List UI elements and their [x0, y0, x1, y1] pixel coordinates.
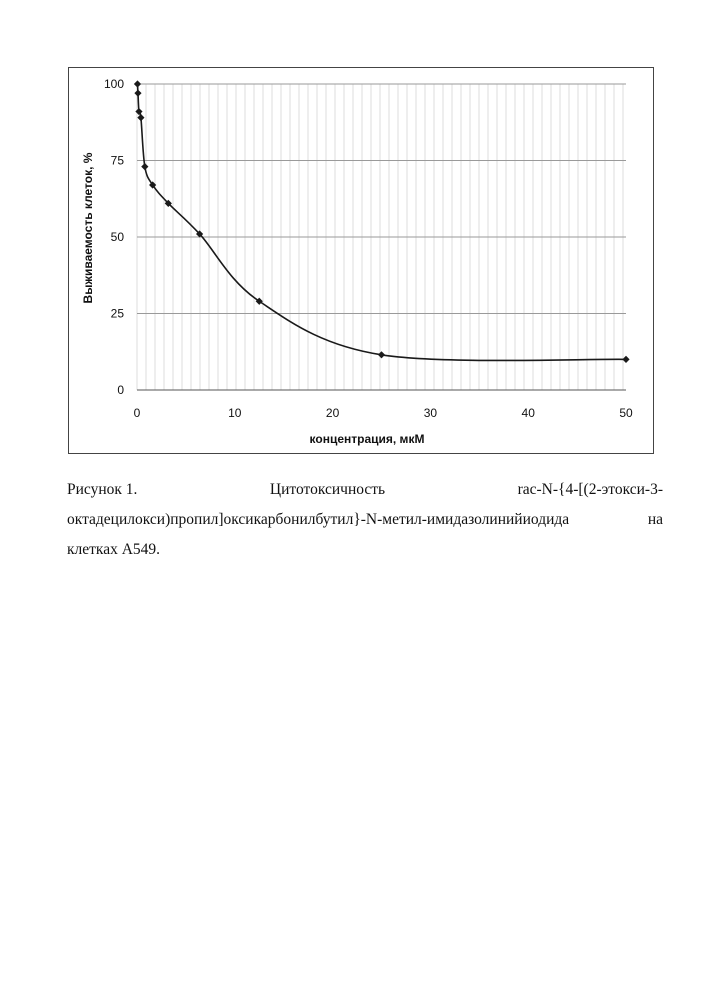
- x-tick-label: 50: [619, 406, 633, 420]
- caption-line-3: клетках А549.: [67, 535, 663, 565]
- y-tick-label: 25: [111, 307, 125, 321]
- figure-caption: Рисунок 1. Цитотоксичность rac-N-{4-[(2-…: [67, 475, 663, 565]
- caption-cell-line: клетках А549.: [67, 535, 160, 565]
- marker-layer: [134, 80, 630, 363]
- x-axis-title: концентрация, мкМ: [310, 432, 425, 446]
- caption-word: Цитотоксичность: [270, 475, 385, 505]
- chart-svg: 0 25 50 75 100 0 10 20 30 40 50 Выживаемость клето…: [69, 68, 655, 455]
- x-tick-label: 0: [134, 406, 141, 420]
- y-tick-label: 100: [104, 77, 124, 91]
- data-point-marker: [134, 80, 141, 87]
- data-point-marker: [137, 114, 144, 121]
- caption-word: на: [648, 505, 663, 535]
- y-tick-label: 0: [117, 383, 124, 397]
- x-tick-label: 10: [228, 406, 242, 420]
- caption-figure-number: Рисунок 1.: [67, 475, 137, 505]
- grid-layer: [137, 84, 626, 390]
- caption-line-1: Рисунок 1. Цитотоксичность rac-N-{4-[(2-…: [67, 475, 663, 505]
- data-point-marker: [141, 163, 148, 170]
- y-tick-label: 50: [111, 230, 125, 244]
- chart-frame: 0 25 50 75 100 0 10 20 30 40 50 Выживаемость клето…: [68, 67, 654, 454]
- line-layer: [137, 84, 626, 360]
- caption-compound-part-2: октадецилокси)пропил]оксикарбонилбутил}-…: [67, 505, 569, 535]
- caption-compound-part-1: rac-N-{4-[(2-этокси-3-: [518, 475, 663, 505]
- series-line: [137, 84, 626, 360]
- y-tick-label: 75: [111, 154, 125, 168]
- x-tick-label: 30: [424, 406, 438, 420]
- x-tick-label: 20: [326, 406, 340, 420]
- data-point-marker: [134, 90, 141, 97]
- label-layer: 0 25 50 75 100 0 10 20 30 40 50: [104, 77, 633, 420]
- data-point-marker: [622, 356, 629, 363]
- data-point-marker: [378, 351, 385, 358]
- y-axis-title: Выживаемость клеток, %: [81, 152, 95, 303]
- caption-line-2: октадецилокси)пропил]оксикарбонилбутил}-…: [67, 505, 663, 535]
- x-tick-label: 40: [522, 406, 536, 420]
- data-point-marker: [135, 108, 142, 115]
